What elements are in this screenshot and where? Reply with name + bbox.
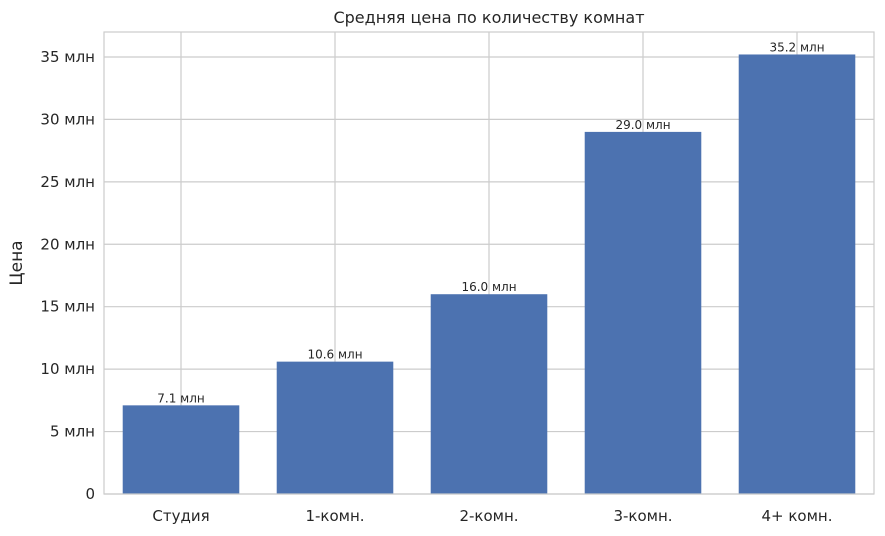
- chart-title: Средняя цена по количеству комнат: [333, 8, 644, 27]
- x-tick-label: Студия: [152, 507, 209, 525]
- y-tick-label: 30 млн: [40, 110, 95, 128]
- x-tick-label: 2-комн.: [459, 507, 518, 525]
- x-tick-label: 1-комн.: [305, 507, 364, 525]
- bar-value-label: 16.0 млн: [461, 280, 516, 294]
- y-axis-label: Цена: [7, 240, 27, 285]
- y-tick-label: 25 млн: [40, 173, 95, 191]
- y-tick-label: 20 млн: [40, 235, 95, 253]
- bar-value-label: 10.6 млн: [307, 348, 362, 362]
- y-axis-ticks: 0 5 млн 10 млн 15 млн 20 млн 25 млн 30 млн 35 м…: [40, 48, 95, 503]
- bar-value-label: 29.0 млн: [615, 118, 670, 132]
- bar: [738, 54, 856, 494]
- bar-value-labels: 7.1 млн 10.6 млн 16.0 млн 29.0 млн 35.2 млн: [157, 40, 824, 405]
- y-tick-label: 15 млн: [40, 298, 95, 316]
- bar: [276, 361, 394, 494]
- y-tick-label: 0: [85, 485, 95, 503]
- bar: [122, 405, 240, 494]
- bar: [584, 131, 702, 494]
- y-tick-label: 35 млн: [40, 48, 95, 66]
- bar-layer: [122, 54, 856, 494]
- bar-value-label: 7.1 млн: [157, 391, 204, 405]
- y-tick-label: 10 млн: [40, 360, 95, 378]
- bar-value-label: 35.2 млн: [769, 40, 824, 54]
- x-axis-ticks: Студия 1-комн. 2-комн. 3-комн. 4+ комн.: [152, 507, 832, 525]
- y-tick-label: 5 млн: [50, 423, 95, 441]
- plot-frame: [103, 31, 875, 495]
- x-tick-label: 4+ комн.: [761, 507, 832, 525]
- bar: [430, 294, 548, 494]
- x-tick-label: 3-комн.: [613, 507, 672, 525]
